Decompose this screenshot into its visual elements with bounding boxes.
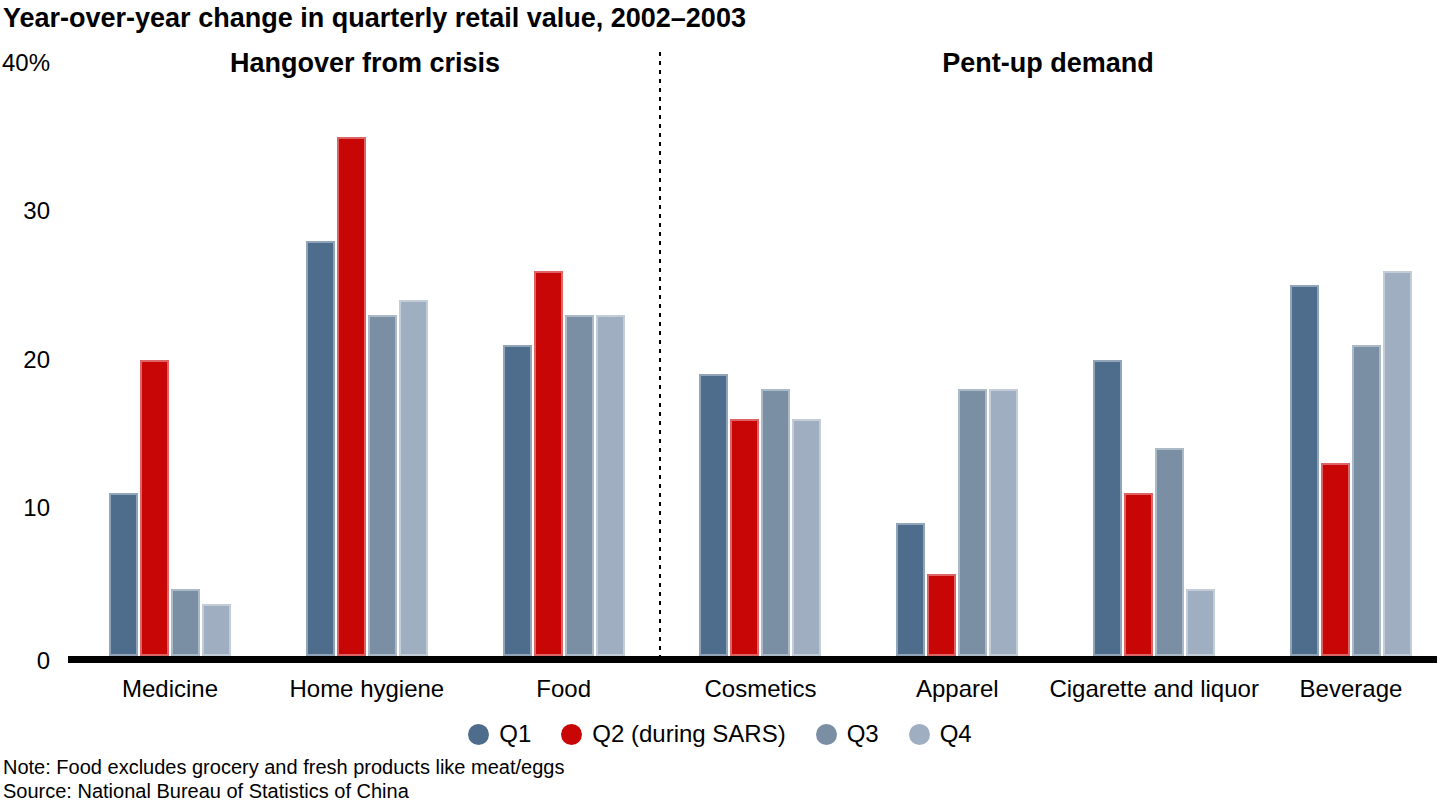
bar-q4-apparel — [989, 389, 1018, 656]
legend-label: Q3 — [847, 719, 879, 749]
legend: Q1 Q2 (during SARS) Q3 Q4 — [0, 719, 1440, 749]
y-tick-label: 0 — [0, 646, 50, 676]
bar-q4-cigarette-and-liquor — [1186, 589, 1215, 656]
source-line: Source: National Bureau of Statistics of… — [3, 779, 564, 803]
legend-label: Q4 — [940, 719, 972, 749]
category-label-food: Food — [536, 674, 591, 704]
bar-q3-cosmetics — [761, 389, 790, 656]
category-label-apparel: Apparel — [916, 674, 999, 704]
bar-q1-food — [503, 345, 532, 656]
bar-q3-cigarette-and-liquor — [1155, 448, 1184, 656]
bar-q3-apparel — [958, 389, 987, 656]
section-divider-dashed-line — [659, 52, 661, 656]
footnotes: Note: Food excludes grocery and fresh pr… — [3, 755, 564, 803]
bar-q2-medicine — [140, 360, 169, 657]
bar-q3-food — [565, 315, 594, 656]
legend-swatch-icon — [816, 724, 837, 745]
bar-q1-medicine — [109, 493, 138, 656]
category-label-home-hygiene: Home hygiene — [289, 674, 444, 704]
bar-q1-cigarette-and-liquor — [1093, 360, 1122, 657]
y-tick-label: 10 — [0, 493, 50, 523]
plot-area: 40% 30 20 10 0 Medicine Home hygiene Food Cosme… — [0, 0, 1440, 810]
x-axis-baseline — [68, 656, 1437, 663]
bar-q4-food — [596, 315, 625, 656]
legend-item-q1: Q1 — [468, 719, 531, 749]
category-label-medicine: Medicine — [122, 674, 218, 704]
category-label-cosmetics: Cosmetics — [704, 674, 816, 704]
legend-label: Q2 (during SARS) — [592, 719, 785, 749]
bar-q3-medicine — [171, 589, 200, 656]
legend-label: Q1 — [499, 719, 531, 749]
bar-q1-home-hygiene — [306, 241, 335, 656]
category-label-cigarette-and-liquor: Cigarette and liquor — [1049, 674, 1258, 704]
bar-q2-food — [534, 271, 563, 656]
bar-q2-cigarette-and-liquor — [1124, 493, 1153, 656]
bar-q1-apparel — [896, 523, 925, 656]
note-line: Note: Food excludes grocery and fresh pr… — [3, 755, 564, 779]
bar-q4-medicine — [202, 604, 231, 656]
y-tick-label: 40% — [0, 48, 50, 78]
bar-q4-home-hygiene — [399, 300, 428, 656]
bar-q2-beverage — [1321, 463, 1350, 656]
bar-q3-home-hygiene — [368, 315, 397, 656]
y-tick-label: 30 — [0, 196, 50, 226]
bar-q1-cosmetics — [699, 374, 728, 656]
bar-q4-beverage — [1383, 271, 1412, 656]
bar-q2-home-hygiene — [337, 137, 366, 656]
bar-q2-cosmetics — [730, 419, 759, 656]
legend-swatch-icon — [561, 724, 582, 745]
bar-q1-beverage — [1290, 285, 1319, 656]
bar-q4-cosmetics — [792, 419, 821, 656]
legend-item-q3: Q3 — [816, 719, 879, 749]
y-tick-label: 20 — [0, 345, 50, 375]
bar-q2-apparel — [927, 574, 956, 656]
legend-swatch-icon — [909, 724, 930, 745]
legend-swatch-icon — [468, 724, 489, 745]
legend-item-q4: Q4 — [909, 719, 972, 749]
bar-q3-beverage — [1352, 345, 1381, 656]
legend-item-q2: Q2 (during SARS) — [561, 719, 785, 749]
category-label-beverage: Beverage — [1300, 674, 1403, 704]
